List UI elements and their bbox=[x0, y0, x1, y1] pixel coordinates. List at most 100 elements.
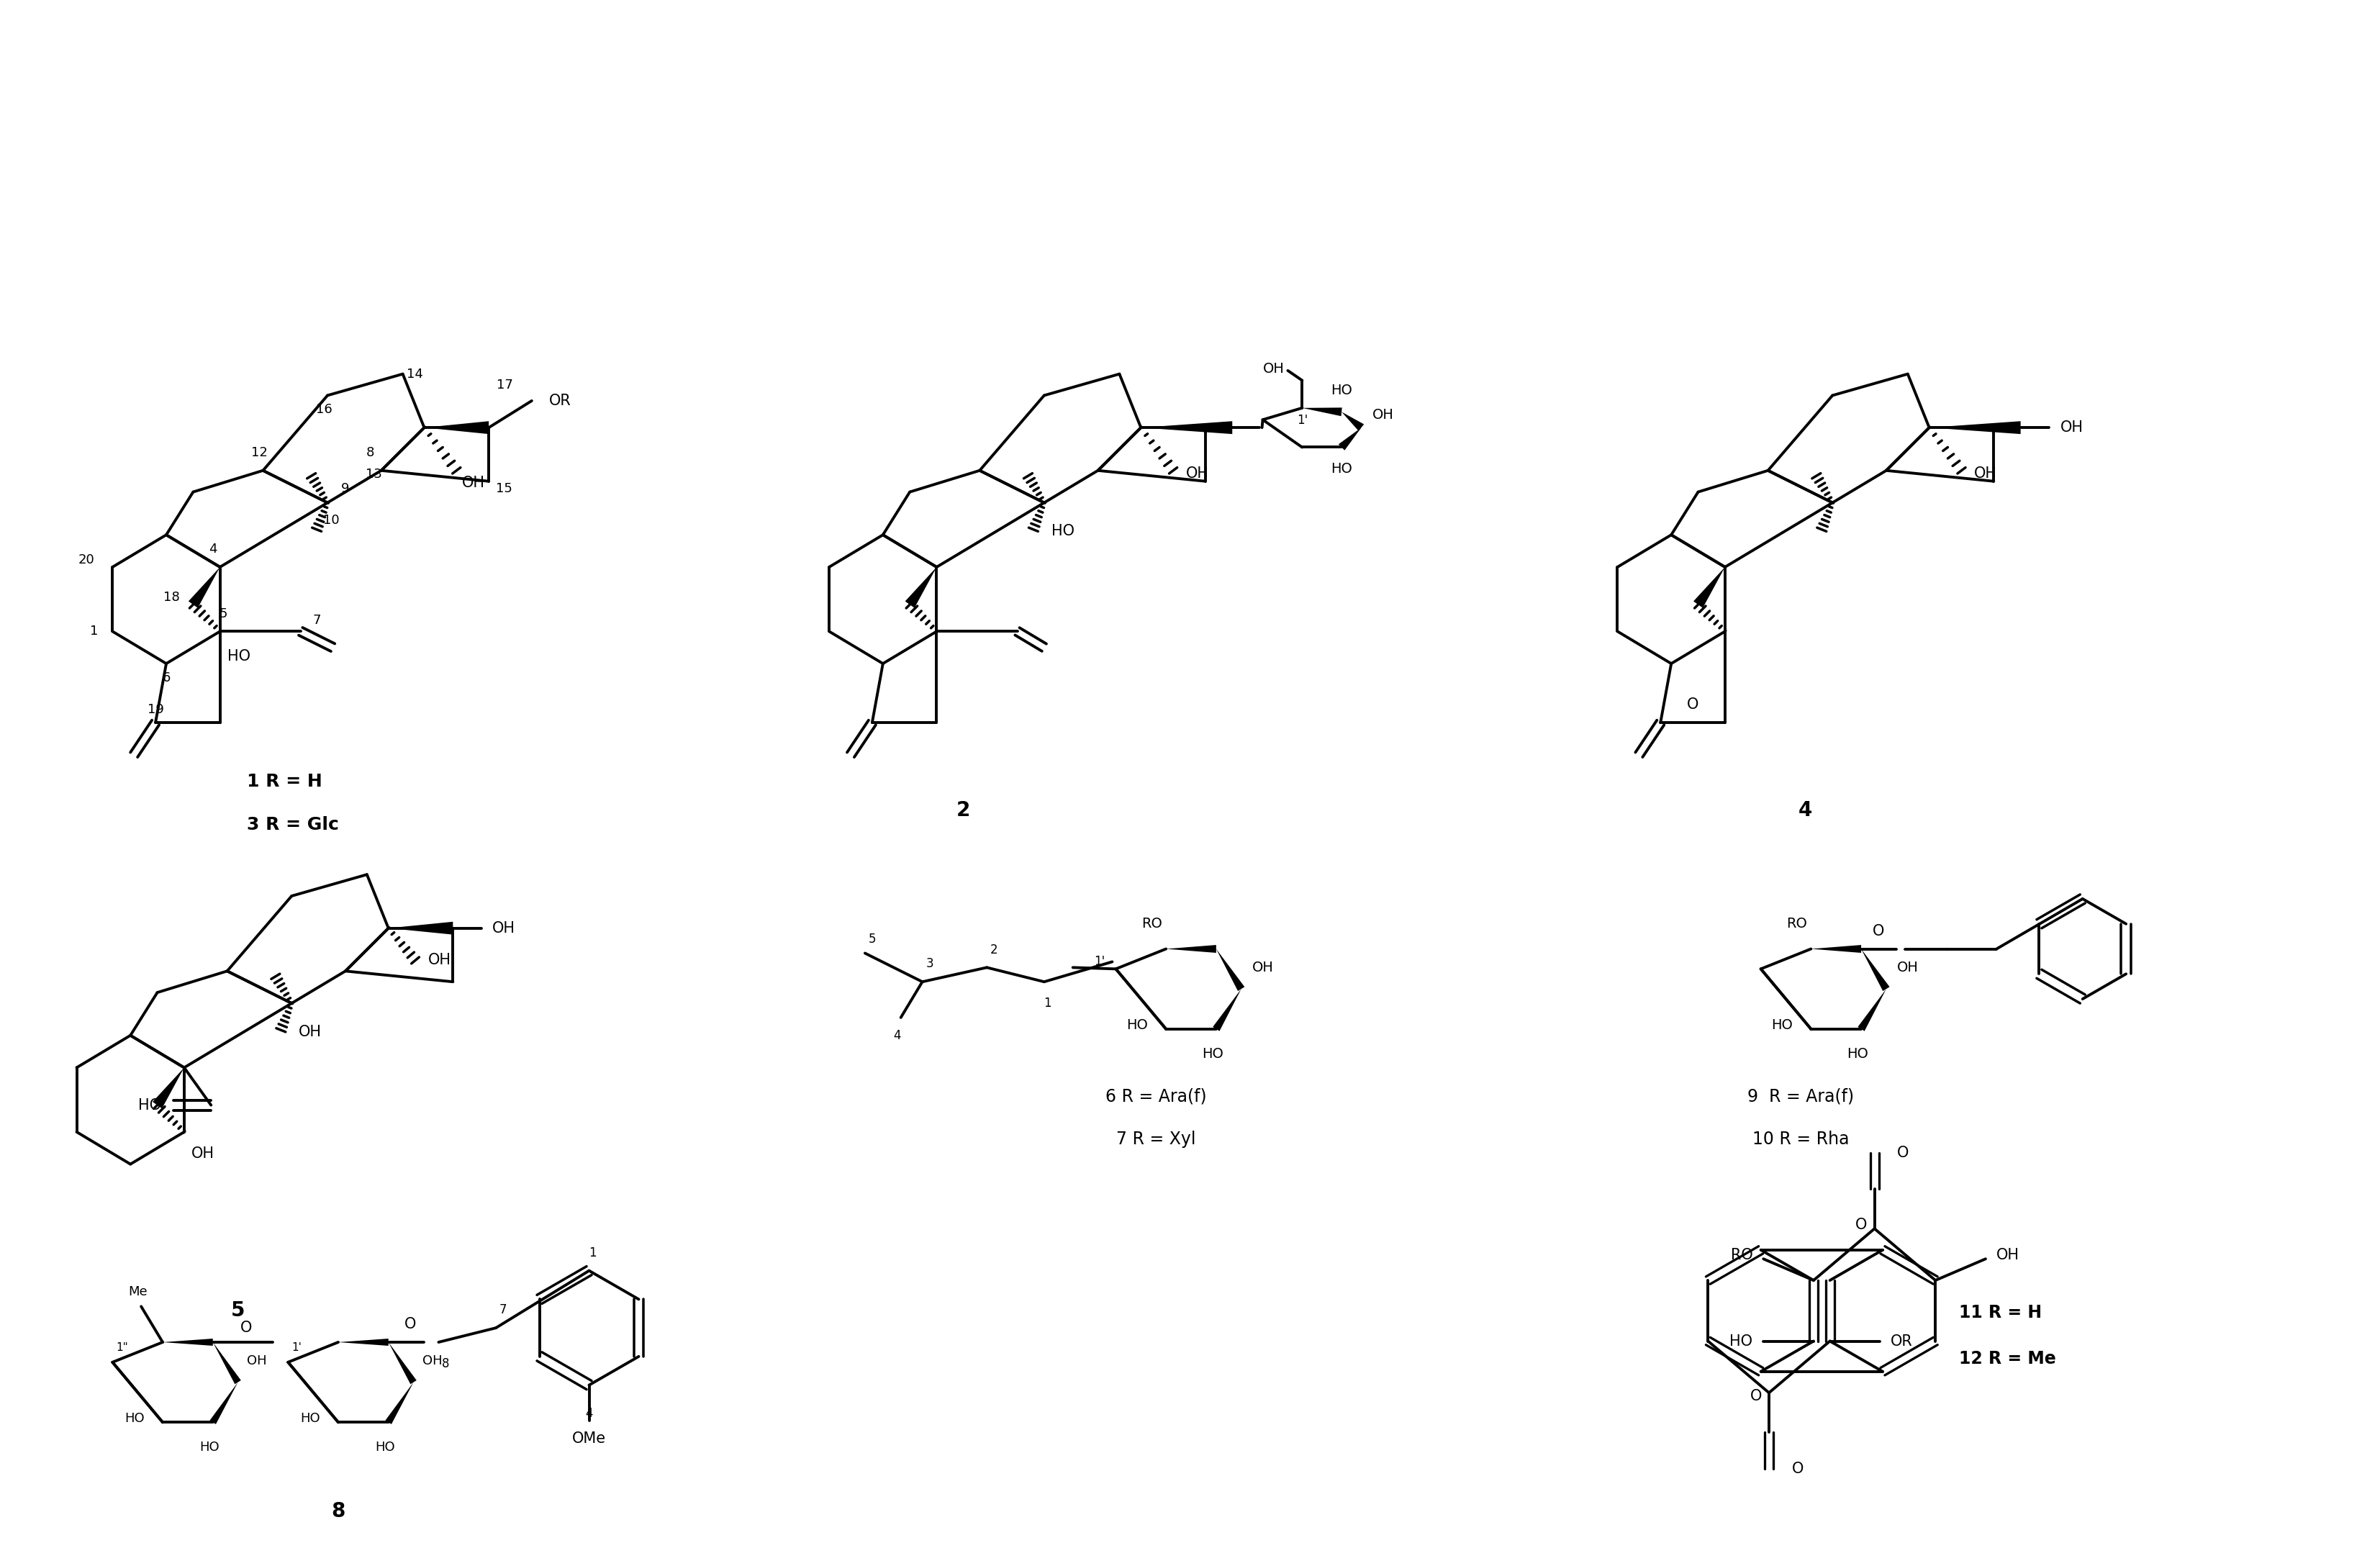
Text: OR: OR bbox=[550, 393, 571, 409]
Text: HO: HO bbox=[1730, 1334, 1752, 1348]
Text: 7: 7 bbox=[500, 1303, 507, 1317]
Text: O: O bbox=[405, 1317, 417, 1331]
Polygon shape bbox=[1140, 421, 1233, 434]
Polygon shape bbox=[152, 1068, 183, 1109]
Text: 1': 1' bbox=[293, 1342, 302, 1353]
Text: 4: 4 bbox=[209, 543, 217, 556]
Text: OH: OH bbox=[1371, 407, 1395, 421]
Text: O: O bbox=[1856, 1218, 1868, 1232]
Text: 10: 10 bbox=[324, 514, 340, 528]
Text: 4: 4 bbox=[892, 1029, 902, 1041]
Text: HO: HO bbox=[376, 1441, 395, 1453]
Text: OH: OH bbox=[1897, 960, 1918, 974]
Text: RO: RO bbox=[1142, 918, 1161, 930]
Polygon shape bbox=[1214, 990, 1242, 1030]
Text: HO: HO bbox=[1202, 1048, 1223, 1060]
Text: OH: OH bbox=[493, 921, 516, 935]
Text: 8: 8 bbox=[331, 1500, 345, 1521]
Text: HO: HO bbox=[1847, 1048, 1868, 1060]
Text: OR: OR bbox=[1890, 1334, 1914, 1348]
Text: 1 R = H: 1 R = H bbox=[248, 774, 321, 791]
Text: OH: OH bbox=[190, 1146, 214, 1160]
Polygon shape bbox=[338, 1339, 388, 1345]
Text: 13: 13 bbox=[367, 468, 383, 481]
Polygon shape bbox=[1216, 949, 1245, 991]
Text: HO: HO bbox=[138, 1098, 162, 1112]
Text: 19: 19 bbox=[148, 703, 164, 716]
Polygon shape bbox=[904, 567, 938, 608]
Text: 6: 6 bbox=[162, 672, 171, 684]
Text: 5: 5 bbox=[219, 608, 228, 620]
Polygon shape bbox=[162, 1339, 212, 1345]
Text: 9: 9 bbox=[340, 482, 350, 495]
Polygon shape bbox=[1338, 428, 1361, 451]
Text: RO: RO bbox=[1730, 1248, 1752, 1262]
Text: 12 R = Me: 12 R = Me bbox=[1959, 1350, 2056, 1367]
Polygon shape bbox=[388, 922, 452, 935]
Polygon shape bbox=[1695, 567, 1726, 608]
Text: 4: 4 bbox=[1799, 800, 1814, 821]
Text: HO: HO bbox=[200, 1441, 219, 1453]
Text: 15: 15 bbox=[495, 482, 512, 495]
Polygon shape bbox=[212, 1342, 240, 1384]
Text: 14: 14 bbox=[407, 368, 424, 381]
Polygon shape bbox=[1930, 421, 2021, 434]
Text: 1: 1 bbox=[90, 625, 98, 637]
Text: 3 R = Glc: 3 R = Glc bbox=[248, 816, 338, 833]
Text: OH: OH bbox=[1185, 467, 1209, 481]
Text: 12: 12 bbox=[252, 446, 267, 459]
Text: HO: HO bbox=[1330, 462, 1352, 476]
Text: HO: HO bbox=[124, 1413, 145, 1425]
Text: OH: OH bbox=[2061, 420, 2082, 435]
Text: O: O bbox=[1792, 1461, 1804, 1475]
Text: OH: OH bbox=[462, 476, 486, 490]
Text: 7: 7 bbox=[312, 614, 321, 626]
Text: 7 R = Xyl: 7 R = Xyl bbox=[1116, 1131, 1195, 1148]
Text: O: O bbox=[1897, 1145, 1909, 1160]
Text: 9  R = Ara(f): 9 R = Ara(f) bbox=[1747, 1087, 1854, 1106]
Text: 17: 17 bbox=[497, 379, 514, 392]
Text: 6 R = Ara(f): 6 R = Ara(f) bbox=[1104, 1087, 1207, 1106]
Text: HO: HO bbox=[1771, 1018, 1792, 1032]
Text: O: O bbox=[1873, 924, 1885, 938]
Polygon shape bbox=[1342, 412, 1364, 431]
Text: OH: OH bbox=[428, 954, 450, 968]
Text: RO: RO bbox=[1787, 918, 1806, 930]
Text: 1": 1" bbox=[117, 1342, 129, 1353]
Polygon shape bbox=[1811, 944, 1861, 952]
Text: OH: OH bbox=[1973, 467, 1997, 481]
Text: OH: OH bbox=[1252, 960, 1273, 974]
Text: Me: Me bbox=[129, 1286, 148, 1298]
Text: 2: 2 bbox=[957, 800, 971, 821]
Text: 8: 8 bbox=[367, 446, 374, 459]
Polygon shape bbox=[1302, 407, 1342, 417]
Text: O: O bbox=[1687, 697, 1699, 713]
Polygon shape bbox=[388, 1342, 417, 1384]
Text: 10 R = Rha: 10 R = Rha bbox=[1752, 1131, 1849, 1148]
Text: O: O bbox=[240, 1320, 252, 1336]
Text: 11 R = H: 11 R = H bbox=[1959, 1304, 2042, 1322]
Text: 5: 5 bbox=[231, 1301, 245, 1320]
Text: 16: 16 bbox=[317, 404, 333, 417]
Text: OH: OH bbox=[1264, 362, 1285, 376]
Text: 1: 1 bbox=[1045, 998, 1052, 1010]
Text: 2: 2 bbox=[990, 943, 997, 957]
Polygon shape bbox=[1859, 990, 1887, 1030]
Text: 3: 3 bbox=[926, 957, 933, 971]
Polygon shape bbox=[1166, 944, 1216, 952]
Text: 4: 4 bbox=[585, 1408, 593, 1420]
Polygon shape bbox=[209, 1383, 238, 1423]
Polygon shape bbox=[1861, 949, 1890, 991]
Text: 1': 1' bbox=[1095, 955, 1104, 968]
Text: HO: HO bbox=[1052, 525, 1073, 539]
Text: OH: OH bbox=[300, 1024, 321, 1040]
Text: OH: OH bbox=[421, 1355, 443, 1367]
Text: HO: HO bbox=[300, 1413, 321, 1425]
Text: 5: 5 bbox=[869, 932, 876, 946]
Polygon shape bbox=[188, 567, 219, 608]
Text: 8: 8 bbox=[443, 1358, 450, 1370]
Polygon shape bbox=[386, 1383, 414, 1423]
Text: OH: OH bbox=[248, 1355, 267, 1367]
Text: HO: HO bbox=[1330, 384, 1352, 398]
Polygon shape bbox=[424, 421, 488, 434]
